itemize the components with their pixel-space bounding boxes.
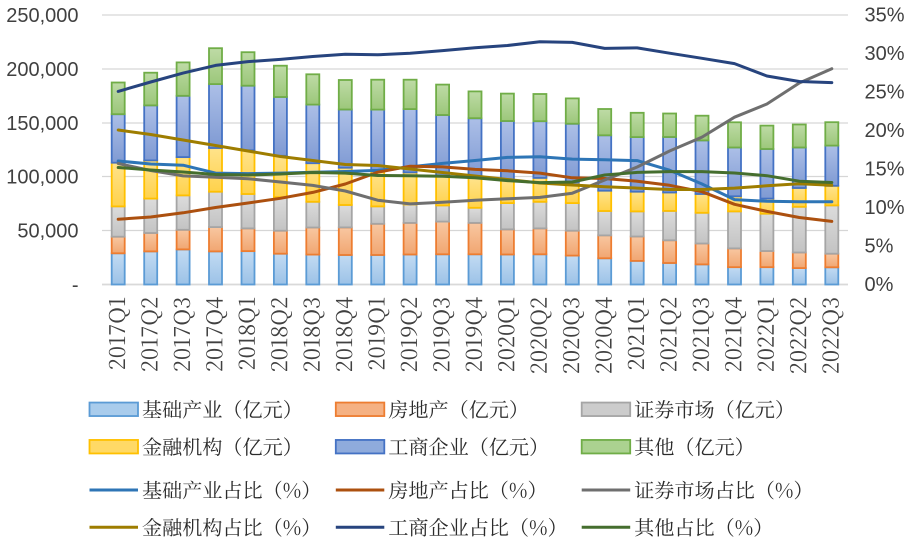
svg-text:-: - <box>72 275 79 297</box>
svg-text:100,000: 100,000 <box>6 167 78 189</box>
svg-text:30%: 30% <box>865 43 905 65</box>
svg-text:20%: 20% <box>865 120 905 142</box>
svg-text:250,000: 250,000 <box>6 5 78 27</box>
svg-text:5%: 5% <box>865 236 894 258</box>
svg-text:0%: 0% <box>865 274 894 296</box>
svg-text:15%: 15% <box>865 159 905 181</box>
svg-text:200,000: 200,000 <box>6 59 78 81</box>
svg-text:50,000: 50,000 <box>17 221 78 243</box>
svg-text:25%: 25% <box>865 82 905 104</box>
svg-text:10%: 10% <box>865 197 905 219</box>
svg-text:35%: 35% <box>865 5 905 27</box>
svg-text:150,000: 150,000 <box>6 113 78 135</box>
